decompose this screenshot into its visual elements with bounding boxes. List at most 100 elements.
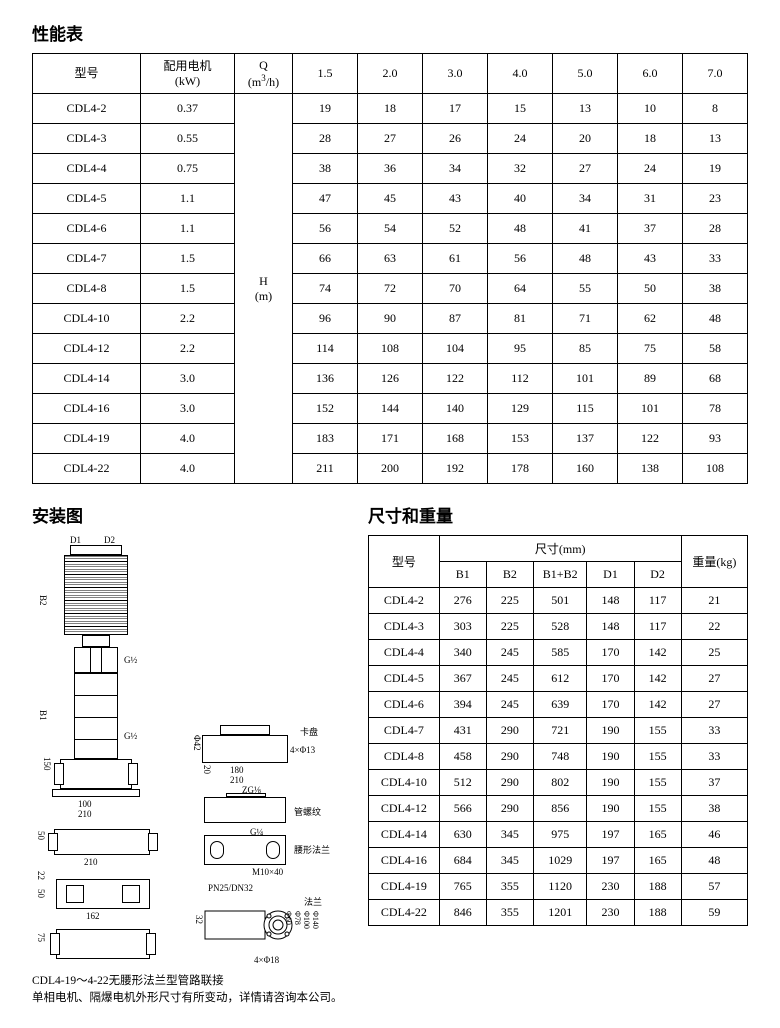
lbl-phi78: Φ78 — [293, 911, 302, 925]
dim-model: CDL4-10 — [369, 770, 440, 796]
dim-hdr-b2: B2 — [486, 562, 533, 588]
perf-cell: 40 — [488, 184, 553, 214]
perf-row: CDL4-30.5528272624201813 — [33, 124, 748, 154]
perf-cell: 27 — [358, 124, 423, 154]
dim-cell: 230 — [587, 874, 634, 900]
perf-cell: 78 — [683, 394, 748, 424]
perf-cell: 115 — [553, 394, 618, 424]
dim-cell: 290 — [486, 718, 533, 744]
dimensions-table: 型号 尺寸(mm) 重量(kg) B1 B2 B1+B2 D1 D2 CDL4-… — [368, 535, 748, 926]
perf-kw: 0.37 — [141, 94, 235, 124]
perf-cell: 13 — [553, 94, 618, 124]
perf-cell: 87 — [423, 304, 488, 334]
installation-diagram: D1 D2 B2 B1 G½ G½ 150 100 210 卡盘 4×Φ13 Φ… — [32, 535, 332, 965]
dim-cell: 630 — [439, 822, 486, 848]
dim-cell: 721 — [533, 718, 587, 744]
perf-cell: 168 — [423, 424, 488, 454]
perf-model: CDL4-14 — [33, 364, 141, 394]
dim-cell: 142 — [634, 666, 681, 692]
lbl-4phi13: 4×Φ13 — [290, 745, 315, 755]
lbl-g12b: G½ — [124, 731, 137, 741]
perf-model: CDL4-16 — [33, 394, 141, 424]
dim-cell: 225 — [486, 588, 533, 614]
perf-kw: 1.5 — [141, 244, 235, 274]
lbl-b1: B1 — [38, 710, 48, 721]
dim-hdr-size: 尺寸(mm) — [439, 536, 681, 562]
perf-cell: 18 — [618, 124, 683, 154]
lbl-100: 100 — [78, 799, 92, 809]
dim-hdr-b1b2: B1+B2 — [533, 562, 587, 588]
perf-cell: 13 — [683, 124, 748, 154]
dim-cell: 612 — [533, 666, 587, 692]
perf-cell: 52 — [423, 214, 488, 244]
perf-cell: 126 — [358, 364, 423, 394]
dim-cell: 367 — [439, 666, 486, 692]
perf-model: CDL4-4 — [33, 154, 141, 184]
dim-cell: 684 — [439, 848, 486, 874]
dim-weight: 37 — [681, 770, 747, 796]
dim-cell: 155 — [634, 796, 681, 822]
dim-cell: 1029 — [533, 848, 587, 874]
lbl-4phi18: 4×Φ18 — [254, 955, 279, 965]
perf-cell: 62 — [618, 304, 683, 334]
dim-cell: 290 — [486, 796, 533, 822]
perf-cell: 55 — [553, 274, 618, 304]
dim-row: CDL4-22846355120123018859 — [369, 900, 748, 926]
dim-cell: 142 — [634, 692, 681, 718]
perf-cell: 85 — [553, 334, 618, 364]
perf-cell: 36 — [358, 154, 423, 184]
dim-cell: 975 — [533, 822, 587, 848]
perf-cell: 75 — [618, 334, 683, 364]
perf-cell: 24 — [488, 124, 553, 154]
perf-header-row: 型号 配用电机 (kW) Q (m3/h) 1.5 2.0 3.0 4.0 5.… — [33, 54, 748, 94]
perf-model: CDL4-6 — [33, 214, 141, 244]
perf-cell: 93 — [683, 424, 748, 454]
perf-cell: 37 — [618, 214, 683, 244]
perf-cell: 95 — [488, 334, 553, 364]
dim-cell: 148 — [587, 614, 634, 640]
perf-cell: 108 — [683, 454, 748, 484]
dim-cell: 245 — [486, 666, 533, 692]
perf-cell: 23 — [683, 184, 748, 214]
dim-cell: 117 — [634, 588, 681, 614]
perf-cell: 58 — [683, 334, 748, 364]
dim-weight: 22 — [681, 614, 747, 640]
dim-cell: 148 — [587, 588, 634, 614]
dim-row: CDL4-845829074819015533 — [369, 744, 748, 770]
dim-cell: 394 — [439, 692, 486, 718]
dim-cell: 1120 — [533, 874, 587, 900]
lbl-phi60: Φ60 — [284, 911, 293, 925]
dim-weight: 27 — [681, 666, 747, 692]
perf-cell: 81 — [488, 304, 553, 334]
perf-cell: 74 — [293, 274, 358, 304]
perf-model: CDL4-12 — [33, 334, 141, 364]
dim-model: CDL4-22 — [369, 900, 440, 926]
perf-cell: 24 — [618, 154, 683, 184]
perf-cell: 8 — [683, 94, 748, 124]
lbl-g14: G¼ — [250, 827, 263, 837]
perf-cell: 72 — [358, 274, 423, 304]
perf-cell: 101 — [618, 394, 683, 424]
perf-cell: 66 — [293, 244, 358, 274]
lbl-flange: 法兰 — [304, 895, 322, 908]
dim-cell: 345 — [486, 822, 533, 848]
perf-cell: 122 — [618, 424, 683, 454]
perf-cell: 183 — [293, 424, 358, 454]
hdr-q: Q (m3/h) — [235, 54, 293, 94]
dim-row: CDL4-19765355112023018857 — [369, 874, 748, 900]
perf-cell: 71 — [553, 304, 618, 334]
perf-model: CDL4-22 — [33, 454, 141, 484]
dim-cell: 188 — [634, 900, 681, 926]
dim-cell: 856 — [533, 796, 587, 822]
perf-kw: 4.0 — [141, 424, 235, 454]
perf-row: CDL4-143.01361261221121018968 — [33, 364, 748, 394]
dim-cell: 245 — [486, 692, 533, 718]
dim-cell: 188 — [634, 874, 681, 900]
perf-row: CDL4-122.211410810495857558 — [33, 334, 748, 364]
lbl-210c: 210 — [84, 857, 98, 867]
perf-cell: 108 — [358, 334, 423, 364]
perf-cell: 56 — [488, 244, 553, 274]
lbl-g12a: G½ — [124, 655, 137, 665]
dim-row: CDL4-536724561217014227 — [369, 666, 748, 692]
perf-kw: 2.2 — [141, 304, 235, 334]
